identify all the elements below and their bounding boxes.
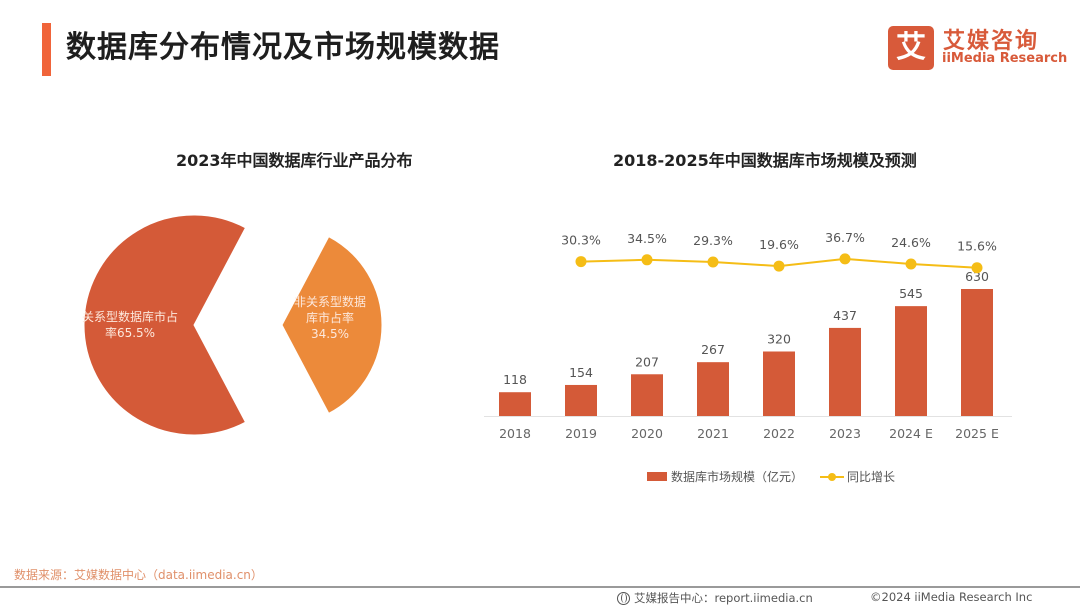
bar — [961, 289, 993, 416]
growth-value-label: 30.3% — [561, 233, 601, 248]
copyright: ©2024 iiMedia Research Inc — [870, 590, 1033, 604]
growth-value-label: 19.6% — [759, 237, 799, 252]
globe-icon — [617, 591, 630, 605]
legend-bar-label: 数据库市场规模（亿元） — [671, 469, 803, 484]
growth-point — [905, 258, 917, 270]
legend-bar-swatch — [647, 472, 667, 481]
bar — [499, 392, 531, 416]
growth-value-label: 36.7% — [825, 230, 865, 245]
bar-value-label: 320 — [767, 331, 791, 346]
bar — [895, 306, 927, 416]
bar — [697, 362, 729, 416]
logo-name-cn: 艾媒咨询 — [943, 29, 1040, 54]
pie-slice-label: 率65.5% — [105, 325, 155, 340]
x-tick-label: 2021 — [697, 426, 729, 441]
pie-slice-label: 34.5% — [311, 327, 349, 341]
growth-point — [839, 253, 851, 265]
page-title: 数据库分布情况及市场规模数据 — [66, 30, 500, 65]
x-tick-label: 2022 — [763, 426, 795, 441]
pie-slice-label: 关系型数据库市占 — [82, 309, 178, 324]
logo-name-en: iiMedia Research — [942, 51, 1068, 66]
bar — [829, 327, 861, 416]
bar-value-label: 118 — [503, 372, 527, 387]
x-tick-label: 2019 — [565, 426, 597, 441]
legend-line-label: 同比增长 — [847, 470, 895, 484]
x-tick-label: 2020 — [631, 426, 663, 441]
pie-chart-title: 2023年中国数据库行业产品分布 — [176, 151, 413, 170]
growth-value-label: 29.3% — [693, 233, 733, 248]
growth-point — [575, 256, 587, 268]
legend-line-marker — [828, 473, 836, 481]
bar-value-label: 267 — [701, 342, 725, 357]
x-tick-label: 2024 E — [889, 426, 933, 441]
footer-divider — [0, 586, 1080, 588]
growth-value-label: 15.6% — [957, 239, 997, 254]
pie-slice — [281, 235, 383, 415]
report-center-text[interactable]: 艾媒报告中心：report.iimedia.cn — [634, 591, 813, 605]
x-tick-label: 2025 E — [955, 426, 999, 441]
growth-value-label: 24.6% — [891, 235, 931, 250]
growth-point — [707, 256, 719, 268]
bar — [631, 374, 663, 416]
growth-point — [773, 260, 785, 272]
bar-value-label: 207 — [635, 354, 659, 369]
x-tick-label: 2018 — [499, 426, 531, 441]
title-accent-bar — [42, 23, 51, 76]
bar-value-label: 545 — [899, 286, 923, 301]
bar-value-label: 154 — [569, 365, 593, 380]
growth-point — [641, 254, 653, 266]
data-source: 数据来源：艾媒数据中心（data.iimedia.cn） — [14, 568, 263, 582]
footer-report-center: 艾媒报告中心：report.iimedia.cn — [617, 590, 813, 606]
pie-slice-label: 非关系型数据 — [294, 294, 366, 309]
logo: 艾 艾媒咨询 iiMedia Research — [888, 26, 1068, 72]
logo-mark-icon: 艾 — [888, 26, 934, 70]
bar — [763, 351, 795, 416]
bar-value-label: 437 — [833, 308, 857, 323]
bar — [565, 384, 597, 416]
bar-value-label: 630 — [965, 269, 989, 284]
growth-value-label: 34.5% — [627, 231, 667, 246]
pie-slice — [83, 214, 247, 436]
bar-chart-title: 2018-2025年中国数据库市场规模及预测 — [613, 151, 917, 170]
growth-point — [971, 262, 983, 274]
x-tick-label: 2023 — [829, 426, 861, 441]
pie-slice-label: 库市占率 — [306, 310, 354, 325]
